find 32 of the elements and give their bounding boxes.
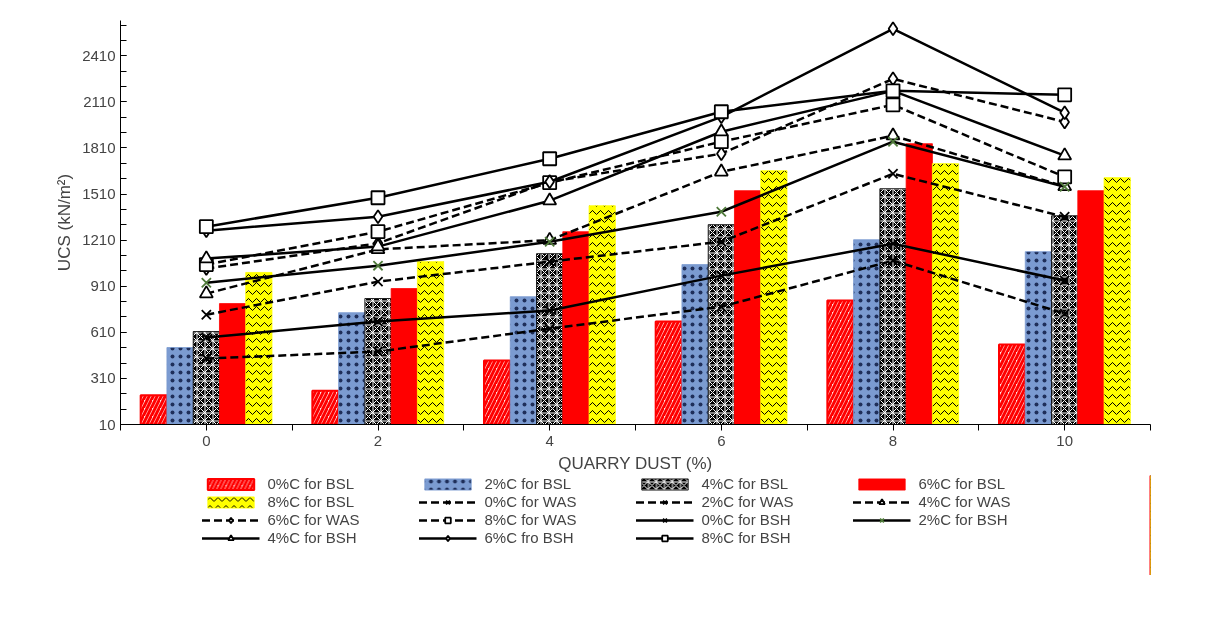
legend-label: 8%C for WAS (484, 511, 578, 528)
y-tick-label: 10 (98, 415, 116, 433)
legend-label: 8%C for BSH (701, 529, 792, 546)
legend-label: 2%C for BSH (918, 511, 1009, 528)
x-tick-label: 6 (717, 431, 726, 449)
legend-label: 6%C fro BSH (484, 529, 575, 546)
legend-label: 4%C for WAS (918, 493, 1012, 510)
x-tick-label: 10 (1056, 431, 1074, 449)
y-tick-label: 610 (90, 323, 116, 341)
x-tick-label: 4 (545, 431, 554, 449)
y-tick-label: 310 (90, 369, 116, 387)
legend-label: 0%C for BSH (701, 511, 792, 528)
y-tick-label: 1510 (82, 185, 116, 203)
x-axis-title: QUARRY DUST (%) (558, 453, 713, 473)
y-tick-label: 910 (90, 277, 116, 295)
legend-label: 2%C for WAS (701, 493, 795, 510)
legend-label: 8%C for BSL (267, 493, 356, 510)
legend-label: 0%C for WAS (484, 493, 578, 510)
x-tick-label: 2 (373, 431, 383, 449)
x-tick-label: 0 (202, 431, 211, 449)
y-tick-label: 1810 (82, 139, 116, 156)
legend-label: 2%C for BSL (484, 475, 573, 492)
legend-label: 6%C for BSL (918, 475, 1007, 492)
legend-label: 6%C for WAS (267, 511, 361, 528)
y-axis-title: UCS (kN/m²) (55, 173, 75, 272)
y-tick-label: 2110 (83, 92, 116, 110)
legend-label: 0%C for BSL (267, 475, 356, 492)
y-tick-label: 1210 (82, 231, 116, 249)
y-tick-label: 2410 (82, 46, 116, 64)
x-tick-label: 8 (888, 431, 898, 449)
legend-label: 4%C for BSL (701, 475, 790, 492)
legend-label: 4%C for BSH (267, 529, 358, 546)
